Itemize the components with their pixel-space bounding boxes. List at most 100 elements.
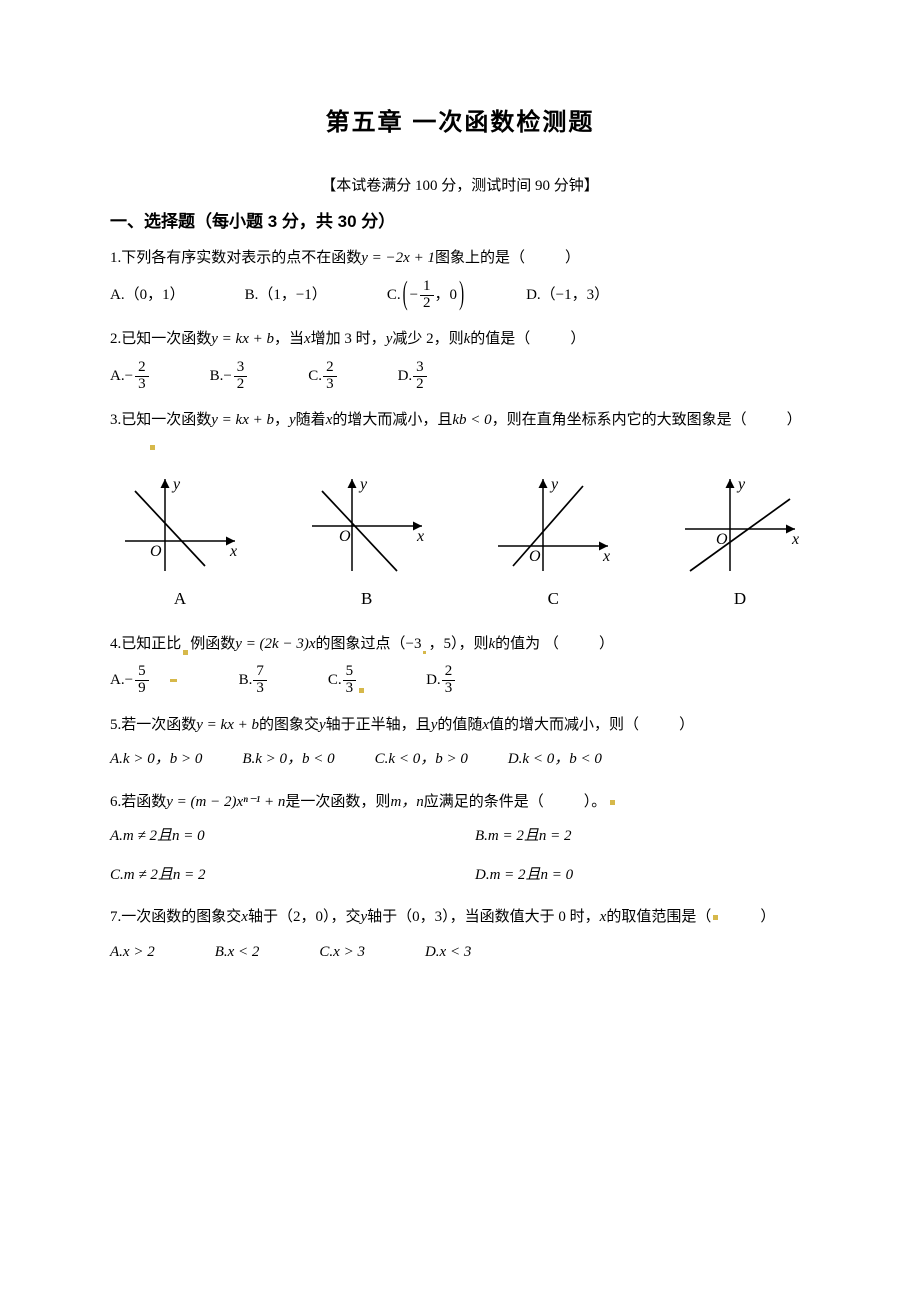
numerator: 3 xyxy=(234,360,248,376)
text: 图象上的是（ xyxy=(435,250,525,266)
denominator: 2 xyxy=(420,295,434,312)
q5-stem: 5.若一次函数y = kx + b的图象交y轴于正半轴，且y的值随x值的增大而减… xyxy=(110,711,810,740)
text: 应满足的条件是（ xyxy=(424,794,544,810)
artifact-dot-icon xyxy=(170,679,177,682)
var-x: x xyxy=(304,331,311,347)
question-3: 3.已知一次函数y = kx + b，y随着x的增大而减小，且kb < 0，则在… xyxy=(110,406,810,615)
text: ， xyxy=(428,636,443,652)
text: 的取值范围是（ xyxy=(606,909,711,925)
graph-label: A xyxy=(110,583,250,615)
minus-icon: − xyxy=(410,281,418,310)
text: ） xyxy=(787,412,802,428)
text: 1.下列各有序实数对表示的点不在函数 xyxy=(110,250,361,266)
q1-opt-b: B.（1，−1） xyxy=(245,281,327,310)
text: 7.一次函数的图象交 xyxy=(110,909,241,925)
label: C. xyxy=(387,281,401,310)
q1-opt-c: C. ( − 12 ，0 ) xyxy=(387,279,466,312)
text: ，当 xyxy=(274,331,304,347)
q2-options: A.−23 B.−32 C.23 D.32 xyxy=(110,360,810,393)
q7-opt-c: C.x > 3 xyxy=(319,938,365,967)
text: 5），则 xyxy=(443,636,488,652)
axes-icon: y x O xyxy=(670,471,810,581)
q2-stem: 2.已知一次函数y = kx + b，当x增加 3 时，y减少 2，则k的值是（… xyxy=(110,325,810,354)
q6-opt-a: A.m ≠ 2且n = 0 xyxy=(110,822,445,851)
q3-stem: 3.已知一次函数y = kx + b，y随着x的增大而减小，且kb < 0，则在… xyxy=(110,406,810,463)
q7-stem: 7.一次函数的图象交x轴于（2，0），交y轴于（0，3），当函数值大于 0 时，… xyxy=(110,903,810,932)
numerator: 7 xyxy=(253,664,267,680)
text: ） xyxy=(599,636,614,652)
var-y: y xyxy=(289,412,296,428)
text: 4.已知正比 xyxy=(110,636,181,652)
text: 的值为 （ xyxy=(495,636,559,652)
q4-opt-d: D.23 xyxy=(426,664,456,697)
artifact-dot-icon xyxy=(183,650,188,655)
text: 的增大而减小，且 xyxy=(332,412,452,428)
denominator: 9 xyxy=(135,680,149,697)
section-header: 一、选择题（每小题 3 分，共 30 分） xyxy=(110,206,810,238)
tail: ，0 xyxy=(435,281,458,310)
q5-opt-d: D.k < 0，b < 0 xyxy=(508,745,602,774)
svg-text:y: y xyxy=(549,476,559,493)
text: 是一次函数，则 xyxy=(285,794,390,810)
fraction: 12 xyxy=(420,279,434,312)
q4-stem: 4.已知正比例函数y = (2k − 3)x的图象过点（−3，5），则k的值为 … xyxy=(110,630,810,659)
q6-options: A.m ≠ 2且n = 0 B.m = 2且n = 2 C.m ≠ 2且n = … xyxy=(110,822,810,889)
q2-opt-c: C.23 xyxy=(308,360,337,393)
artifact-dot-icon xyxy=(150,445,155,450)
var-mn: m，n xyxy=(390,794,423,810)
text: 的图象过点（−3 xyxy=(316,636,422,652)
svg-text:O: O xyxy=(529,548,541,565)
artifact-dot-icon xyxy=(359,688,364,693)
graph-label: B xyxy=(297,583,437,615)
q5-opt-b: B.k > 0，b < 0 xyxy=(242,745,334,774)
question-4: 4.已知正比例函数y = (2k − 3)x的图象过点（−3，5），则k的值为 … xyxy=(110,630,810,697)
text: 的图象交 xyxy=(259,717,319,733)
text: 增加 3 时， xyxy=(311,331,386,347)
q4-opt-a: A.−59 xyxy=(110,664,179,697)
text: ） xyxy=(679,717,694,733)
text: ） xyxy=(565,250,580,266)
graph-d: y x O D xyxy=(670,471,810,615)
svg-text:x: x xyxy=(229,543,237,560)
q1-options: A.（0，1） B.（1，−1） C. ( − 12 ，0 ) D.（−1，3） xyxy=(110,279,810,312)
numerator: 5 xyxy=(135,664,149,680)
graph-c: y x O C xyxy=(483,471,623,615)
svg-text:x: x xyxy=(602,548,610,565)
numerator: 5 xyxy=(343,664,357,680)
text: 的值随 xyxy=(437,717,482,733)
text: 2.已知一次函数 xyxy=(110,331,211,347)
graph-b: y x O B xyxy=(297,471,437,615)
page-title: 第五章 一次函数检测题 xyxy=(110,100,810,146)
q7-opt-d: D.x < 3 xyxy=(425,938,471,967)
text: 的值是（ xyxy=(470,331,530,347)
axes-icon: y x O xyxy=(483,471,623,581)
denominator: 3 xyxy=(253,680,267,697)
page-subtitle: 【本试卷满分 100 分，测试时间 90 分钟】 xyxy=(110,172,810,201)
q6-stem: 6.若函数y = (m − 2)xⁿ⁻¹ + n是一次函数，则m，n应满足的条件… xyxy=(110,788,810,817)
text: ） xyxy=(570,331,585,347)
q6-fn: y = (m − 2)xⁿ⁻¹ + n xyxy=(166,794,285,810)
denominator: 2 xyxy=(234,376,248,393)
text: 减少 2，则 xyxy=(392,331,463,347)
question-1: 1.下列各有序实数对表示的点不在函数y = −2x + 1图象上的是（ ） A.（… xyxy=(110,244,810,311)
text: ， xyxy=(274,412,289,428)
question-2: 2.已知一次函数y = kx + b，当x增加 3 时，y减少 2，则k的值是（… xyxy=(110,325,810,392)
svg-text:y: y xyxy=(736,476,746,493)
q2-opt-d: D.32 xyxy=(398,360,428,393)
q4-fn: y = (2k − 3)x xyxy=(235,636,315,652)
q6-opt-d: D.m = 2且n = 0 xyxy=(475,861,810,890)
q4-opt-b: B.73 xyxy=(239,664,268,697)
svg-text:O: O xyxy=(339,528,351,545)
axes-icon: y x O xyxy=(297,471,437,581)
numerator: 2 xyxy=(442,664,456,680)
denominator: 3 xyxy=(135,376,149,393)
q1-fn: y = −2x + 1 xyxy=(361,250,435,266)
denominator: 3 xyxy=(323,376,337,393)
text: ） xyxy=(760,909,775,925)
q2-opt-b: B.−32 xyxy=(210,360,249,393)
numerator: 3 xyxy=(413,360,427,376)
text: 值的增大而减小，则（ xyxy=(489,717,639,733)
numerator: 2 xyxy=(135,360,149,376)
q6-opt-c: C.m ≠ 2且n = 2 xyxy=(110,861,445,890)
q5-opt-a: A.k > 0，b > 0 xyxy=(110,745,202,774)
